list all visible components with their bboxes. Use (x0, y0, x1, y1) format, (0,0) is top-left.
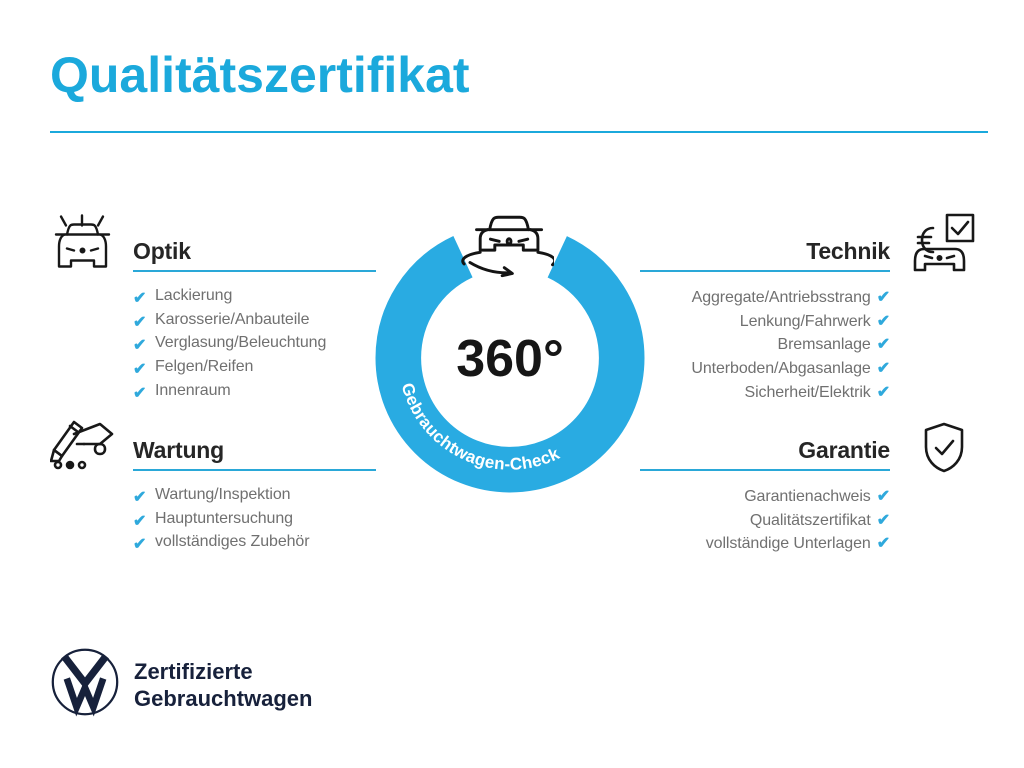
svg-text:360°: 360° (456, 330, 564, 388)
